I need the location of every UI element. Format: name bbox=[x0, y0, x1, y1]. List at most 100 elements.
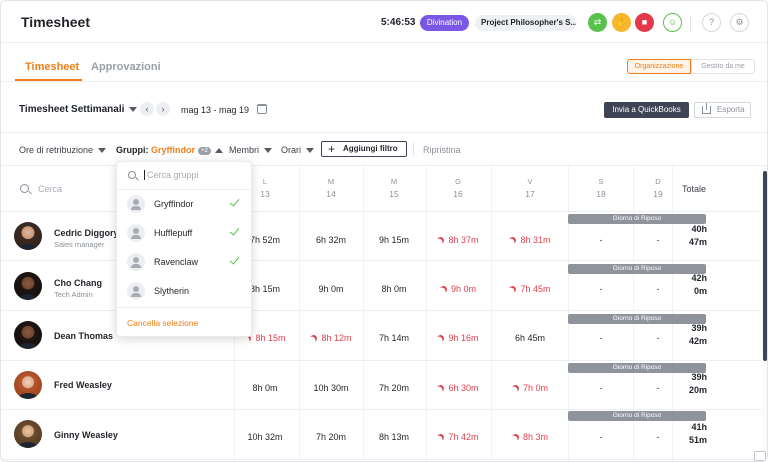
groups-search-input[interactable] bbox=[144, 170, 244, 180]
hours-cell-overtime[interactable]: 8h 15m bbox=[233, 333, 297, 343]
hours-cell-overtime[interactable]: 6h 30m bbox=[426, 383, 490, 393]
group-option-gryffindor[interactable]: Gryffindor bbox=[117, 190, 251, 219]
activity-badge[interactable]: Divination bbox=[420, 15, 469, 31]
hours-cell[interactable]: 6h 32m bbox=[315, 235, 347, 245]
empty-cell[interactable]: - bbox=[599, 235, 603, 245]
day-header-sun: D 19 bbox=[638, 176, 678, 200]
filter-pay-hours[interactable]: Ore di retribuzione bbox=[19, 145, 107, 155]
scrollbar-thumb[interactable] bbox=[763, 171, 767, 361]
previous-week-button[interactable]: ‹ bbox=[140, 102, 154, 116]
group-option-ravenclaw[interactable]: Ravenclaw bbox=[117, 248, 251, 277]
table-row[interactable]: Cho Chang Tech Admin 8h 15m 9h 0m 8h 0m … bbox=[1, 262, 761, 311]
table-row[interactable]: Dean Thomas 8h 15m 8h 12m 7h 14m 9h 16m … bbox=[1, 312, 761, 361]
hours-value: 8h 3m bbox=[522, 432, 548, 442]
timesheet-type-select[interactable]: Timesheet Settimanali bbox=[19, 104, 138, 115]
table-row[interactable]: Fred Weasley 8h 0m 10h 30m 7h 20m 6h 30m… bbox=[1, 361, 761, 410]
hours-value: 7h 0m bbox=[522, 383, 548, 393]
stop-icon[interactable]: ■ bbox=[635, 13, 654, 32]
group-option-label: Ravenclaw bbox=[154, 257, 199, 267]
table-row[interactable]: Ginny Weasley 10h 32m 7h 20m 8h 13m 7h 4… bbox=[1, 411, 761, 460]
empty-cell[interactable]: - bbox=[599, 383, 603, 393]
calendar-icon[interactable] bbox=[257, 104, 267, 114]
hours-cell[interactable]: 7h 14m bbox=[378, 333, 410, 343]
hours-cell-overtime[interactable]: 7h 42m bbox=[426, 432, 490, 442]
reset-filters-button[interactable]: Ripristina bbox=[423, 145, 461, 155]
hours-cell-overtime[interactable]: 7h 45m bbox=[498, 284, 562, 294]
empty-cell[interactable]: - bbox=[656, 383, 660, 393]
empty-cell[interactable]: - bbox=[656, 333, 660, 343]
overtime-icon bbox=[511, 384, 520, 393]
hand-icon[interactable]: ✋ bbox=[612, 13, 631, 32]
member-search-input[interactable]: Cerca bbox=[38, 184, 63, 194]
day-number: 13 bbox=[260, 189, 270, 199]
hours-cell[interactable]: 10h 30m bbox=[313, 383, 349, 393]
tab-approvals[interactable]: Approvazioni bbox=[91, 61, 161, 73]
project-pill[interactable]: Project Philosopher's S... bbox=[475, 15, 576, 31]
add-filter-button[interactable]: + Aggiungi filtro bbox=[321, 141, 407, 157]
hours-cell-overtime[interactable]: 8h 31m bbox=[498, 235, 562, 245]
day-letter: L bbox=[262, 177, 268, 186]
filter-hours[interactable]: Orari bbox=[281, 145, 314, 155]
rest-day-band: Giorno di Riposo bbox=[568, 314, 706, 324]
hours-cell[interactable]: 10h 32m bbox=[247, 432, 283, 442]
hours-cell-overtime[interactable]: 8h 3m bbox=[498, 432, 562, 442]
hours-cell[interactable]: 7h 20m bbox=[315, 432, 347, 442]
empty-cell[interactable]: - bbox=[656, 235, 660, 245]
hours-cell[interactable]: 9h 0m bbox=[318, 284, 344, 294]
scroll-corner-button[interactable] bbox=[754, 451, 766, 461]
filter-groups[interactable]: Gruppi: Gryffindor +2 bbox=[116, 145, 223, 155]
day-header-wed: M 15 bbox=[374, 176, 414, 200]
group-option-slytherin[interactable]: Slytherin bbox=[117, 277, 251, 306]
row-total-minutes: 42m bbox=[688, 336, 707, 346]
overtime-icon bbox=[436, 236, 445, 245]
overtime-icon bbox=[436, 433, 445, 442]
hours-cell[interactable]: 9h 15m bbox=[378, 235, 410, 245]
empty-cell[interactable]: - bbox=[599, 432, 603, 442]
hours-cell-overtime[interactable]: 8h 12m bbox=[299, 333, 363, 343]
hours-cell[interactable]: 6h 45m bbox=[514, 333, 546, 343]
hours-cell[interactable]: 8h 13m bbox=[378, 432, 410, 442]
hours-cell-overtime[interactable]: 9h 0m bbox=[426, 284, 490, 294]
member-name: Cho Chang bbox=[54, 278, 102, 288]
swap-icon[interactable]: ⇄ bbox=[588, 13, 607, 32]
hours-cell[interactable]: 7h 52m bbox=[249, 235, 281, 245]
column-separator bbox=[363, 166, 364, 461]
filter-groups-label: Gruppi: bbox=[116, 145, 149, 155]
toggle-organization[interactable]: Organizzazione bbox=[627, 59, 691, 74]
hours-cell-overtime[interactable]: 7h 0m bbox=[498, 383, 562, 393]
hours-cell[interactable]: 8h 0m bbox=[381, 284, 407, 294]
member-name: Dean Thomas bbox=[54, 331, 114, 341]
filter-members[interactable]: Membri bbox=[229, 145, 273, 155]
day-letter: G bbox=[455, 177, 461, 186]
next-week-button[interactable]: › bbox=[156, 102, 170, 116]
tab-timesheet[interactable]: Timesheet bbox=[25, 61, 80, 73]
hours-cell[interactable]: 7h 20m bbox=[378, 383, 410, 393]
table-row[interactable]: Cedric Diggory Sales manager 7h 52m 6h 3… bbox=[1, 212, 761, 261]
empty-cell[interactable]: - bbox=[599, 333, 603, 343]
hours-cell[interactable]: 8h 15m bbox=[249, 284, 281, 294]
filter-members-label: Membri bbox=[229, 145, 260, 155]
send-to-quickbooks-button[interactable]: Invia a QuickBooks bbox=[604, 102, 689, 118]
hours-cell-overtime[interactable]: 8h 37m bbox=[426, 235, 490, 245]
member-name: Cedric Diggory bbox=[54, 228, 119, 238]
hours-cell-overtime[interactable]: 9h 16m bbox=[426, 333, 490, 343]
hours-cell[interactable]: 8h 0m bbox=[252, 383, 278, 393]
running-timer: 5:46:53 bbox=[381, 17, 416, 28]
empty-cell[interactable]: - bbox=[656, 284, 660, 294]
overtime-icon bbox=[309, 334, 318, 343]
empty-cell[interactable]: - bbox=[656, 432, 660, 442]
toggle-managed-by-me[interactable]: Gestito da me bbox=[691, 59, 755, 74]
day-number: 15 bbox=[389, 189, 399, 199]
filter-hours-label: Orari bbox=[281, 145, 301, 155]
clear-selection-button[interactable]: Cancella selezione bbox=[127, 318, 199, 328]
groups-dropdown: Gryffindor Hufflepuff Ravenclaw Slytheri… bbox=[116, 161, 252, 337]
user-check-icon[interactable]: ☺ bbox=[663, 13, 682, 32]
settings-users-icon[interactable]: ⚙ bbox=[730, 13, 749, 32]
top-bar: Timesheet 5:46:53 Divination Project Phi… bbox=[1, 1, 767, 43]
export-button[interactable]: Esporta bbox=[694, 102, 751, 118]
empty-cell[interactable]: - bbox=[599, 284, 603, 294]
day-number: 18 bbox=[596, 189, 606, 199]
help-icon[interactable]: ? bbox=[702, 13, 721, 32]
group-option-hufflepuff[interactable]: Hufflepuff bbox=[117, 219, 251, 248]
